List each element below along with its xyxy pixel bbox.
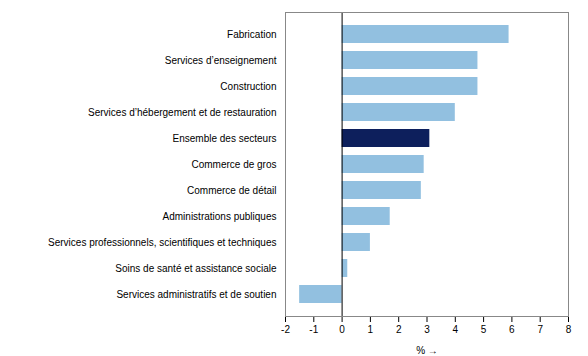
svg-text:Services d’enseignement: Services d’enseignement — [165, 55, 277, 66]
svg-text:3: 3 — [424, 324, 430, 335]
svg-text:Administrations publiques: Administrations publiques — [163, 211, 277, 222]
svg-text:Ensemble des secteurs: Ensemble des secteurs — [173, 133, 277, 144]
svg-text:0: 0 — [339, 324, 345, 335]
svg-text:8: 8 — [566, 324, 572, 335]
svg-text:Commerce de gros: Commerce de gros — [191, 159, 276, 170]
svg-text:6: 6 — [509, 324, 515, 335]
svg-text:Services administratifs et de: Services administratifs et de soutien — [116, 289, 276, 300]
svg-text:Construction: Construction — [220, 81, 276, 92]
svg-text:7: 7 — [537, 324, 543, 335]
svg-text:4: 4 — [453, 324, 459, 335]
svg-text:Commerce de détail: Commerce de détail — [187, 185, 276, 196]
svg-text:% →: % → — [416, 345, 438, 356]
svg-text:1: 1 — [368, 324, 374, 335]
svg-text:2: 2 — [396, 324, 402, 335]
svg-text:-1: -1 — [309, 324, 318, 335]
svg-text:-2: -2 — [281, 324, 290, 335]
svg-text:5: 5 — [481, 324, 487, 335]
svg-text:Fabrication: Fabrication — [227, 29, 276, 40]
svg-text:Soins de santé et assistance s: Soins de santé et assistance sociale — [115, 263, 277, 274]
svg-text:Services professionnels, scien: Services professionnels, scientifiques e… — [48, 237, 276, 248]
svg-text:Services d’hébergement et de r: Services d’hébergement et de restauratio… — [88, 107, 276, 118]
